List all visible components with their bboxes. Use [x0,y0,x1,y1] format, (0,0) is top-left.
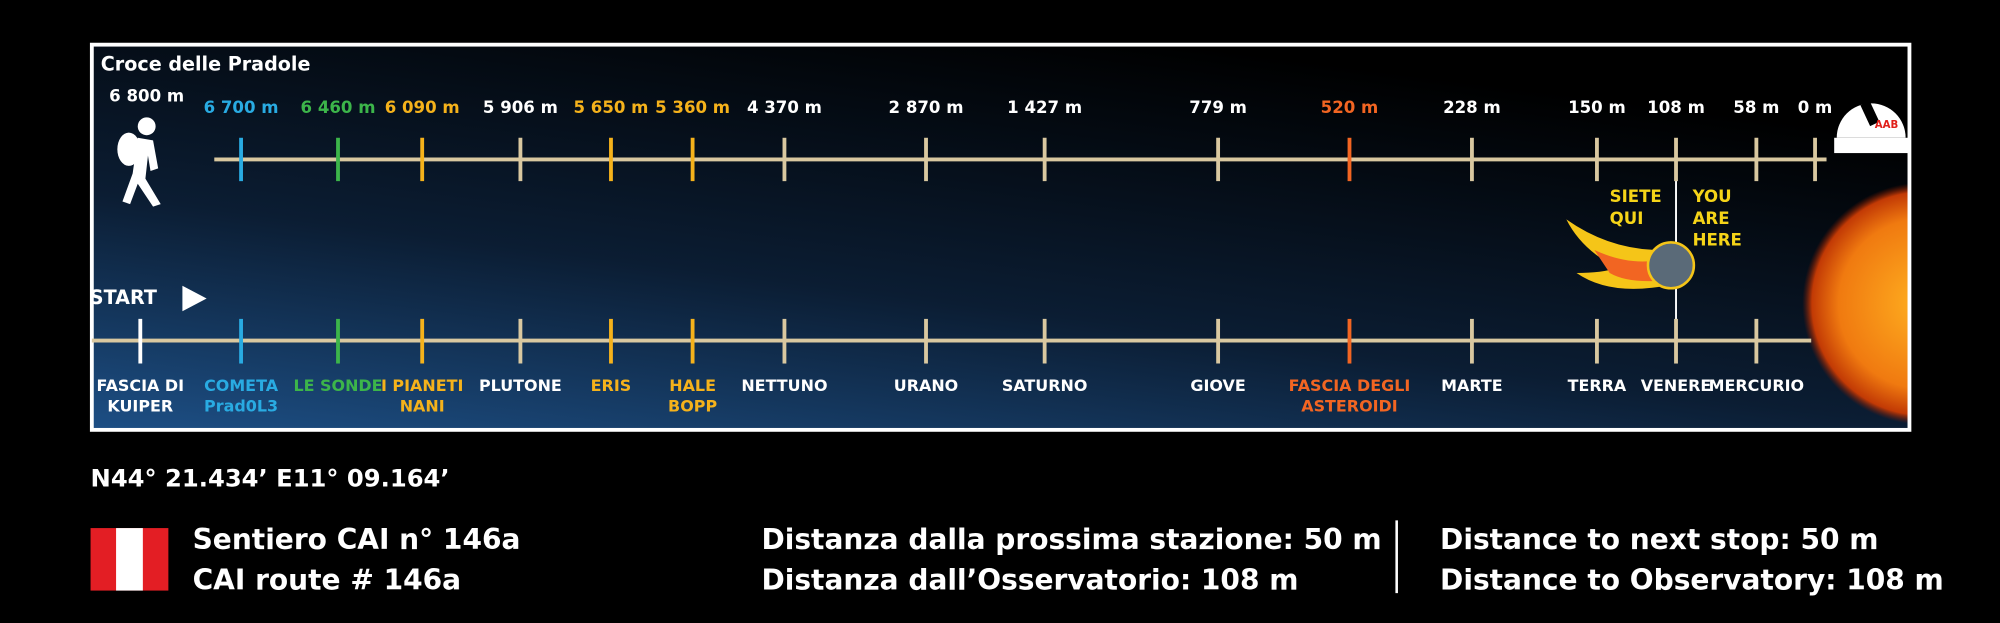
stop-name: LE SONDE [293,376,382,395]
hiker-icon [117,117,161,207]
stop-distance: 6 090 m [385,98,460,117]
cai-flag-stripe [116,528,143,591]
stop-name: MARTE [1441,376,1503,395]
stop-name: FASCIA DI [97,376,185,395]
stop-distance: 2 870 m [889,98,964,117]
stop-distance: 6 700 m [204,98,279,117]
stop-name: COMETA [204,376,279,395]
here-label: HERE [1693,231,1742,250]
start-arrow [182,285,207,312]
here-label: ARE [1693,209,1730,228]
stop-distance: 5 360 m [655,98,730,117]
info-en-next: Distance to next stop: 50 m [1440,523,1878,556]
stop-name: TERRA [1568,376,1627,395]
stop-distance: 4 370 m [747,98,822,117]
title: Croce delle Pradole [101,53,311,76]
stop-name: VENERE [1641,376,1712,395]
stop-name: PLUTONE [479,376,562,395]
stop-distance: 108 m [1647,98,1705,117]
here-label: SIETE [1610,187,1662,206]
info-it-obs: Distanza dall’Osservatorio: 108 m [761,564,1298,597]
panel [91,44,1910,430]
panel-border [89,42,1912,432]
here-it: SIETE QUI [1610,187,1662,228]
stop-name: Prad0L3 [204,396,278,415]
route-it: Sentiero CAI n° 146a [193,523,521,556]
coordinates: N44° 21.434’ E11° 09.164’ [91,465,450,493]
stop-distance: 6 460 m [301,98,376,117]
stop-distance: 779 m [1189,98,1247,117]
stop-name: KUIPER [107,396,173,415]
stop-name: NETTUNO [741,376,827,395]
observatory-logo: AAB [1875,120,1899,131]
stop-name: I PIANETI [381,376,463,395]
comet-icon [1566,219,1696,290]
stop-name: MERCURIO [1709,376,1804,395]
route-en: CAI route # 146a [193,564,461,597]
stop-distance: 228 m [1443,98,1501,117]
sun [1802,183,1910,424]
stop-distance: 1 427 m [1007,98,1082,117]
stop-name: NANI [400,396,445,415]
stop-distance: 58 m [1733,98,1779,117]
observatory-icon [1834,100,1909,154]
here-label: YOU [1692,187,1732,206]
stop-distance: 5 650 m [573,98,648,117]
here-en: YOU ARE HERE [1692,187,1742,249]
stop-name: FASCIA DEGLI [1289,376,1411,395]
here-label: QUI [1610,209,1644,228]
stop-distance: 5 906 m [483,98,558,117]
stop-name: GIOVE [1190,376,1245,395]
stop-distance: 150 m [1568,98,1626,117]
info-it-next: Distanza dalla prossima stazione: 50 m [761,523,1381,556]
stop-name: BOPP [668,396,717,415]
start-label: START [90,286,157,309]
stop-name: URANO [894,376,958,395]
info-en-obs: Distance to Observatory: 108 m [1440,564,1944,597]
end-distance: 0 m [1798,98,1833,117]
stop-name: ASTEROIDI [1301,396,1397,415]
stop-name: SATURNO [1002,376,1088,395]
stop-distance: 520 m [1321,98,1379,117]
stop-name: ERIS [591,376,632,395]
stop-name: HALE [669,376,716,395]
stop-distance: 6 800 m [109,86,184,105]
